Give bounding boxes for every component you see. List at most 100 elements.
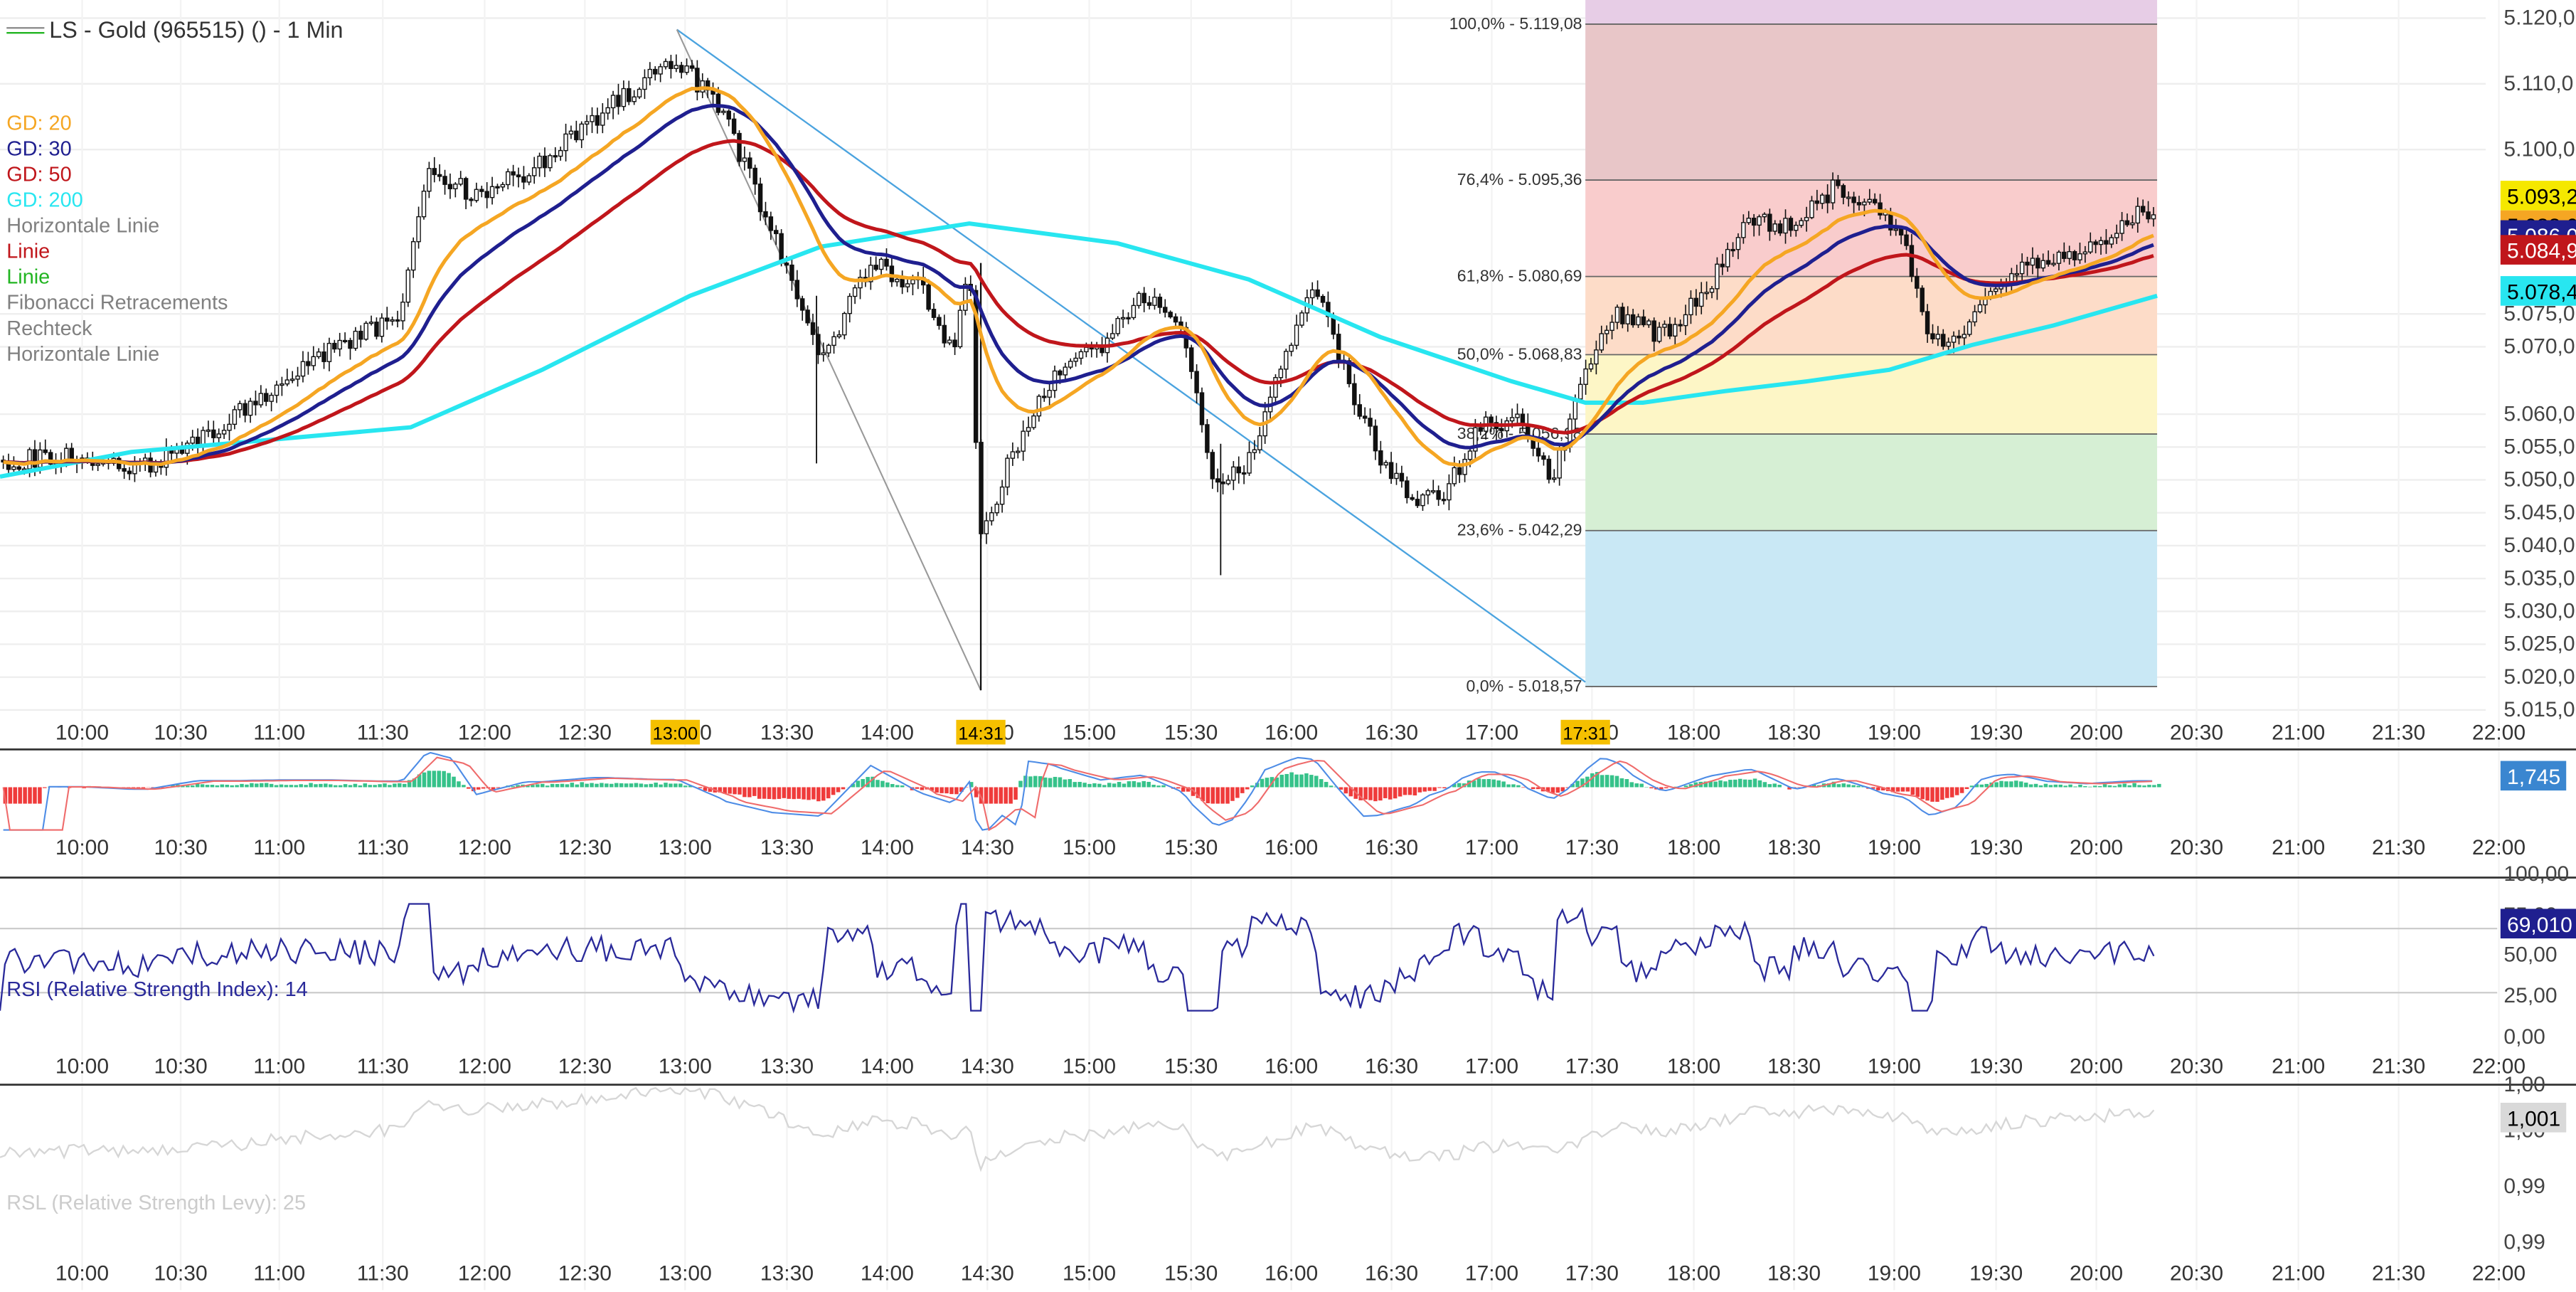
gd20-line — [3, 86, 2154, 467]
macd-histogram-bar — [1422, 787, 1427, 792]
macd-histogram-bar — [462, 785, 466, 788]
candle-body — [258, 393, 264, 406]
legend[interactable]: LS - Gold (965515) () - 1 Min GD: 20 GD: 3… — [6, 17, 343, 366]
candle — [416, 206, 421, 249]
macd-histogram-bar — [1762, 782, 1767, 788]
macd-histogram-bar — [1314, 775, 1319, 788]
candle-body — [1320, 295, 1326, 303]
macd-histogram-bar — [664, 783, 668, 788]
macd-histogram-bar — [1028, 776, 1033, 788]
legend-item[interactable]: GD: 30 — [6, 138, 71, 161]
macd-histogram-bar — [1471, 780, 1476, 788]
legend-item[interactable]: Linie — [6, 266, 50, 289]
candle — [900, 270, 905, 295]
candle-body — [1231, 466, 1236, 481]
candle-body — [1972, 311, 1977, 323]
macd-histogram-bar — [1595, 772, 1600, 788]
candle — [742, 146, 747, 171]
candle-body — [878, 258, 884, 270]
candle — [1915, 268, 1920, 298]
legend-item[interactable]: GD: 200 — [6, 189, 83, 212]
time-tick-label: 15:30 — [1164, 1261, 1218, 1285]
macd-histogram-bar — [13, 787, 18, 804]
macd-histogram-bar — [733, 787, 737, 795]
candle-body — [621, 88, 627, 107]
candle-body — [1241, 472, 1247, 475]
macd-histogram-bar — [1728, 780, 1733, 788]
macd-histogram-bar — [38, 787, 42, 804]
candle — [258, 385, 264, 408]
macd-histogram-bar — [1274, 777, 1279, 788]
legend-item[interactable]: GD: 20 — [6, 112, 71, 134]
candle-body — [799, 298, 805, 311]
moving-averages[interactable] — [0, 86, 2158, 479]
candle-body — [280, 383, 284, 386]
time-tick-label: 12:00 — [458, 836, 511, 859]
candle-body — [410, 240, 416, 271]
legend-item[interactable]: Fibonacci Retracements — [6, 292, 228, 314]
macd-histogram-bar — [880, 780, 885, 788]
legend-item[interactable]: Horizontale Linie — [6, 343, 159, 366]
candle — [548, 153, 553, 171]
fibonacci-retracement[interactable]: 100,0% - 5.119,08 76,4% - 5.095,36 61,8% -… — [1449, 0, 2158, 695]
time-tick-label: 17:30 — [1565, 1054, 1619, 1078]
candle — [1625, 306, 1630, 332]
macd-line — [3, 751, 2153, 831]
macd-histogram-bar — [900, 785, 905, 788]
legend-label: Linie — [6, 240, 50, 263]
candle-body — [1777, 223, 1783, 234]
candle-body — [715, 93, 721, 113]
candle-body — [957, 309, 963, 348]
candle — [1746, 211, 1751, 225]
candle-body — [1152, 297, 1157, 306]
candle-body — [1394, 472, 1399, 480]
legend-item[interactable]: Linie — [6, 240, 50, 263]
macd-histogram-bar — [1511, 784, 1516, 788]
candle-body — [1137, 292, 1141, 307]
candle — [321, 342, 326, 369]
candle-body — [2082, 251, 2088, 255]
candle-body — [1084, 346, 1089, 353]
candle-body — [442, 176, 447, 185]
candle-body — [1309, 289, 1315, 299]
candle — [1977, 300, 1983, 314]
time-tick-label: 22:00 — [2472, 836, 2526, 859]
macd-histogram-bar — [1930, 787, 1934, 802]
candle — [1036, 394, 1042, 422]
candle-body — [32, 449, 38, 468]
macd-histogram-bar — [565, 784, 570, 788]
candle-body — [437, 174, 442, 177]
macd-histogram-bar — [1132, 780, 1137, 788]
fib-level-label: 50,0% - 5.068,83 — [1457, 344, 1582, 363]
candle — [342, 332, 348, 344]
macd-histogram-bar — [1427, 787, 1432, 791]
time-axis: 10:00 10:30 11:00 11:30 12:00 12:30 13:00 13:30… — [55, 1261, 2526, 1285]
candle — [1420, 493, 1425, 512]
legend-item[interactable]: Horizontale Linie — [6, 215, 159, 238]
candle-body — [1693, 297, 1699, 307]
candle — [2135, 197, 2141, 233]
candle-body — [590, 115, 595, 122]
macd-histogram-bar — [1279, 774, 1284, 788]
macd-histogram-bar — [1708, 780, 1713, 788]
macd-histogram-bar — [1737, 778, 1742, 788]
candle-body — [484, 191, 489, 198]
candle — [1599, 325, 1604, 354]
macd-histogram-bar — [1649, 787, 1654, 789]
time-tick-label: 17:00 — [1465, 1054, 1518, 1078]
candle-body — [2030, 258, 2035, 266]
candle — [584, 115, 590, 136]
time-tick-label: 17:30 — [1565, 836, 1619, 859]
legend-item[interactable]: Rechteck — [6, 317, 92, 340]
candle — [1730, 242, 1735, 258]
candle-body — [1620, 307, 1625, 324]
legend-item[interactable]: GD: 50 — [6, 164, 71, 186]
macd-panel[interactable]: 1,745 — [2, 751, 2567, 832]
macd-histogram-bar — [491, 787, 496, 790]
candle — [605, 98, 610, 120]
candle-body — [374, 322, 379, 337]
candle-body — [395, 319, 400, 322]
